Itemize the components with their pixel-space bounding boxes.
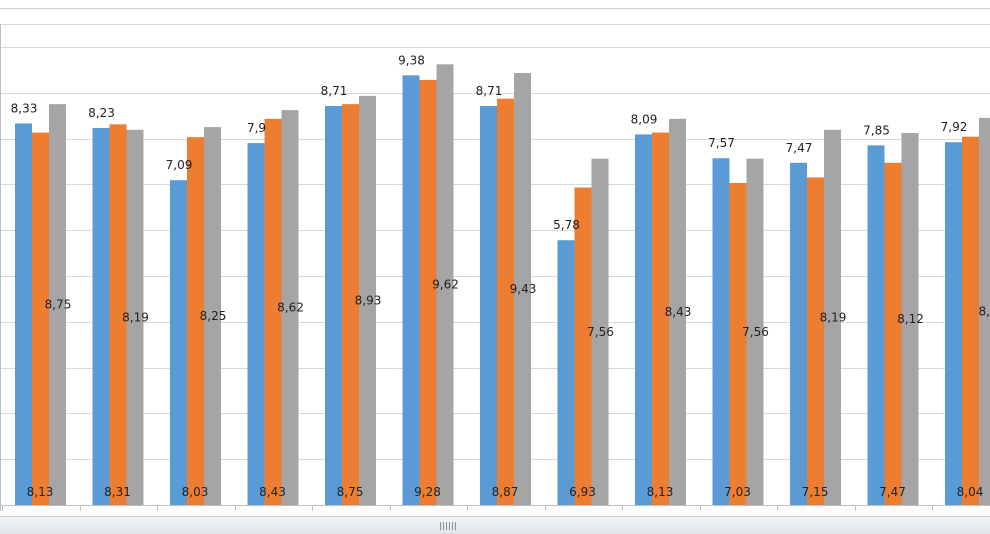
data-label-series3: 8,62 [277,301,304,315]
bar-series3 [591,158,609,505]
data-label-series2: 8,04 [957,485,984,499]
bar-series3 [204,127,221,506]
bar-series1 [92,127,110,506]
bar-series1 [557,240,575,505]
bar-series3 [514,73,531,506]
data-label-series1: 8,71 [321,84,348,98]
data-label-series1: 8,23 [88,106,115,120]
data-label-series1: 8,33 [11,101,38,115]
data-label-series2: 8,13 [647,485,674,499]
data-label-series1: 9,38 [398,53,425,67]
bar-series3 [49,104,66,506]
bar-series2 [264,118,282,505]
bar-series2 [497,98,514,505]
data-label-series2: 7,03 [724,485,751,499]
data-label-series3: 8,25 [200,309,227,323]
data-label-series3: 8,75 [45,298,72,312]
bar-series1 [945,142,962,505]
bar-series2 [419,79,437,505]
chart-area: 8,33 8,13 8,75 8,23 8,31 8,19 7,09 8,03 8,25 7,9 8… [0,8,990,511]
bar-series1 [480,105,497,505]
data-label-series1: 8,71 [476,84,503,98]
data-label-series2: 7,15 [802,485,829,499]
bar-series2 [652,132,669,505]
data-label-series3: 7,56 [742,325,769,339]
data-label-series1: 7,57 [708,136,735,150]
data-label-series3: 7,56 [587,325,614,339]
data-label-series1: 7,47 [786,141,813,155]
data-label-series1: 8,09 [631,112,658,126]
bar-series1 [635,134,652,506]
data-label-series2: 7,47 [879,485,906,499]
bar-series1 [402,75,420,505]
bar-series1 [15,123,32,505]
data-label-series2: 8,43 [259,485,286,499]
data-label-series2: 8,03 [182,485,209,499]
bar-series3 [359,95,376,505]
bar-series1 [325,105,342,505]
bar-series2 [884,162,902,505]
bar-series3 [901,133,919,505]
bar-series3 [281,110,299,506]
data-label-series2: 8,75 [337,485,364,499]
data-label-series3: 8,4 [978,304,990,318]
bar-series1 [712,158,730,505]
bar-series2 [32,132,49,505]
bar-series3 [824,129,841,505]
data-label-series3: 8,12 [897,312,924,326]
bar-series3 [979,117,990,506]
bar-series1 [170,180,187,505]
bar-series3 [436,64,454,505]
data-label-series1: 7,9 [247,121,266,135]
data-label-series3: 8,19 [820,310,847,324]
bar-series3 [669,118,686,505]
data-label-series1: 7,09 [166,158,193,172]
bar-chart: 8,33 8,13 8,75 8,23 8,31 8,19 7,09 8,03 8,25 7,9 8… [0,8,990,511]
bar-series2 [574,187,592,506]
data-label-series3: 9,62 [432,278,459,292]
data-label-series2: 6,93 [569,485,596,499]
bar-series2 [109,124,127,505]
bar-series3 [746,158,764,505]
data-label-series2: 8,13 [27,485,54,499]
bar-series2 [187,137,204,505]
data-label-series3: 8,43 [665,305,692,319]
bar-series1 [247,143,265,505]
grip-icon[interactable] [440,522,456,530]
bar-series1 [867,145,885,505]
data-label-series3: 8,93 [355,293,382,307]
data-label-series2: 8,87 [492,485,519,499]
data-label-series3: 8,19 [122,310,149,324]
bar-series3 [126,129,144,505]
horizontal-scrollbar[interactable] [0,516,990,534]
data-label-series2: 8,31 [104,485,131,499]
data-label-series2: 9,28 [414,485,441,499]
bar-series2 [962,136,979,506]
bar-series2 [342,104,359,506]
data-label-series1: 7,85 [863,123,890,137]
data-label-series3: 9,43 [510,282,537,296]
bar-series1 [790,162,807,505]
data-label-series1: 7,92 [941,120,968,134]
bar-series2 [729,182,747,505]
data-label-series1: 5,78 [553,218,580,232]
bar-series2 [807,177,824,505]
